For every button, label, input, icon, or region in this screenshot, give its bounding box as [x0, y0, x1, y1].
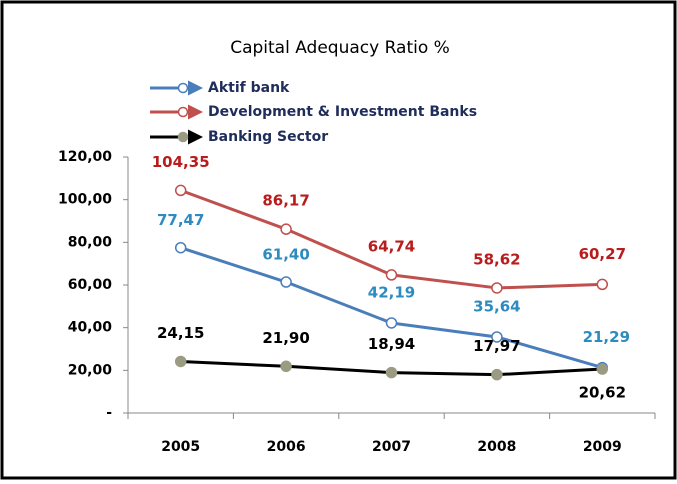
data-point: [385, 317, 398, 329]
data-point: [385, 366, 398, 379]
data-label: 20,62: [579, 384, 626, 402]
data-point: [174, 241, 187, 254]
y-tick-label: -: [106, 405, 112, 421]
data-point: [385, 269, 398, 281]
data-label: 86,17: [262, 192, 309, 210]
data-point: [596, 278, 609, 291]
y-tick-label: 60,00: [68, 277, 113, 293]
data-label: 17,97: [473, 337, 520, 355]
y-tick-label: 80,00: [68, 234, 113, 250]
y-tick-label: 20,00: [68, 362, 113, 378]
data-point: [174, 184, 187, 197]
data-point: [491, 331, 503, 343]
data-label: 60,27: [579, 245, 626, 263]
data-label: 77,47: [157, 211, 204, 229]
data-label: 64,74: [368, 237, 415, 255]
data-label: 104,35: [152, 153, 210, 171]
legend-label: Aktif bank: [208, 80, 290, 96]
x-tick-label: 2007: [372, 439, 411, 455]
data-point: [491, 368, 503, 381]
data-label: 58,62: [473, 250, 520, 268]
data-label: 21,90: [262, 329, 309, 347]
data-point: [596, 363, 609, 375]
legend-marker: [177, 106, 189, 118]
legend-label: Banking Sector: [208, 129, 328, 145]
y-tick-label: 120,00: [58, 149, 112, 165]
x-tick-label: 2006: [267, 439, 306, 455]
data-point: [280, 360, 292, 373]
data-label: 61,40: [262, 246, 309, 264]
y-tick-label: 40,00: [68, 320, 113, 336]
data-label: 35,64: [473, 297, 520, 315]
legend-label: Development & Investment Banks: [208, 104, 477, 120]
data-label: 24,15: [157, 324, 204, 342]
data-point: [174, 355, 187, 368]
data-point: [280, 276, 292, 288]
x-tick-label: 2008: [477, 439, 516, 455]
data-label: 42,19: [368, 283, 415, 301]
data-label: 18,94: [368, 335, 415, 353]
data-point: [280, 223, 292, 235]
data-point: [491, 282, 503, 294]
y-tick-label: 100,00: [58, 192, 112, 208]
x-tick-label: 2005: [161, 439, 200, 455]
legend-marker: [177, 82, 189, 94]
legend-marker: [177, 131, 189, 143]
x-tick-label: 2009: [583, 439, 622, 455]
chart-title: Capital Adequacy Ratio %: [230, 38, 450, 58]
data-label: 21,29: [583, 328, 630, 346]
